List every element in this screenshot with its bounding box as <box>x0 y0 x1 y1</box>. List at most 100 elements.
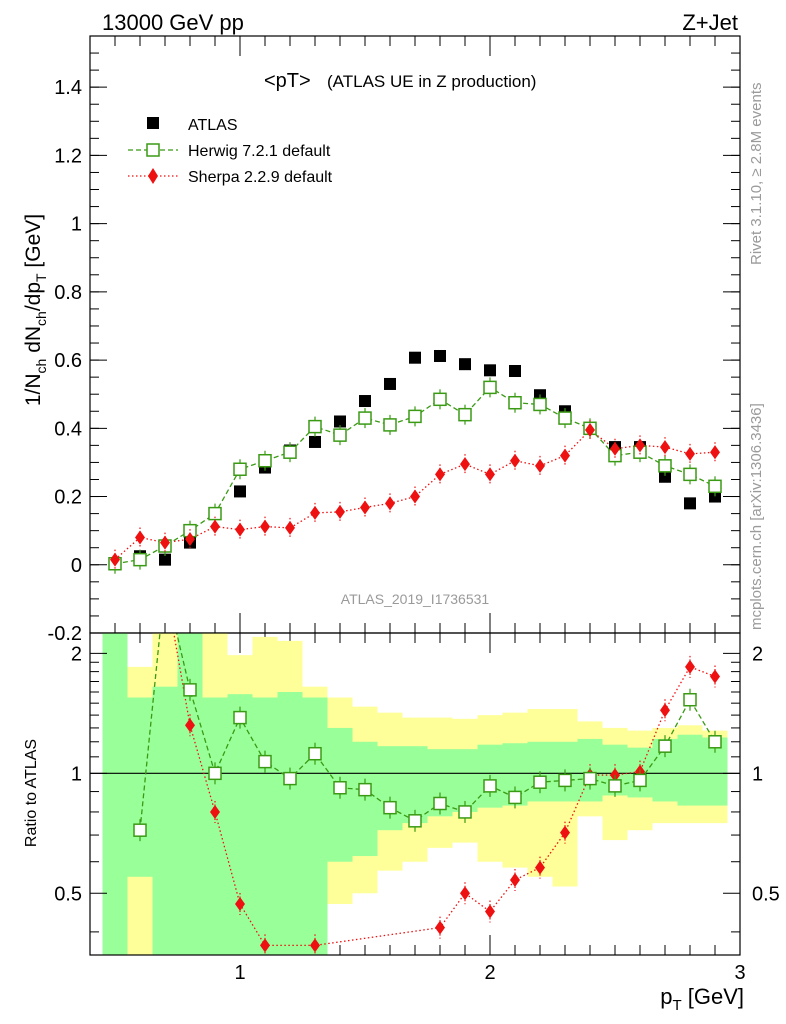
sherpa-ratio-point <box>435 920 445 935</box>
herwig-point <box>333 428 347 442</box>
top-ylabel: 1/Nch dNch/dpT [GeV] <box>22 214 49 406</box>
herwig-ratio-point <box>358 782 372 797</box>
herwig-ratio-point <box>558 773 572 788</box>
herwig-point <box>658 459 672 473</box>
herwig-ratio-point <box>658 739 672 753</box>
rivet-label: Rivet 3.1.10, ≥ 2.8M events <box>748 83 765 266</box>
sherpa-ratio-point <box>560 825 570 840</box>
sherpa-point <box>160 535 170 550</box>
xlabel: pT [GeV] <box>660 984 744 1014</box>
herwig-ratio-point <box>208 766 222 781</box>
herwig-ratio-point <box>408 814 422 828</box>
header-right: Z+Jet <box>682 10 738 35</box>
atlas-point <box>334 415 346 428</box>
herwig-point <box>133 552 147 567</box>
sherpa-point <box>585 423 595 438</box>
sherpa-point <box>235 522 245 537</box>
legend-marker-sherpa <box>148 168 158 184</box>
sherpa-point <box>385 496 395 511</box>
xtick-label: 1 <box>234 962 245 984</box>
sherpa-ratio-point <box>260 938 270 953</box>
herwig-point <box>308 419 322 434</box>
ratio-band-inner <box>677 734 703 806</box>
sherpa-point <box>510 453 520 468</box>
ratio-band-inner <box>302 697 328 955</box>
legend-marker-herwig <box>146 143 160 157</box>
atlas-point <box>684 497 696 510</box>
sherpa-point <box>135 530 145 545</box>
sherpa-ratio-point <box>310 938 320 953</box>
herwig-ratio-point <box>258 754 272 769</box>
sherpa-point <box>435 467 445 482</box>
sherpa-point <box>360 500 370 515</box>
herwig-ratio-point <box>483 779 497 793</box>
sherpa-ratio-point <box>185 718 195 733</box>
herwig-ratio-point <box>283 771 297 786</box>
legend-label-atlas: ATLAS <box>188 117 238 134</box>
herwig-point <box>283 445 297 459</box>
top-title-main: <pT> <box>264 70 311 92</box>
herwig-ratio-point <box>233 710 247 725</box>
herwig-ratio-point <box>383 800 397 815</box>
herwig-point <box>458 407 472 422</box>
top-ytick-label: 0 <box>71 555 82 577</box>
ratio-band-inner <box>252 697 278 955</box>
sherpa-point <box>310 505 320 520</box>
herwig-point <box>433 392 447 407</box>
bottom-plot-area <box>90 506 740 955</box>
ratio-band-inner <box>152 686 178 955</box>
bottom-ytick-label-right: 2 <box>752 643 763 665</box>
sherpa-ratio-point <box>235 896 245 911</box>
legend-label-sherpa: Sherpa 2.2.9 default <box>188 169 333 186</box>
herwig-ratio-point <box>433 796 447 811</box>
sherpa-ratio-point <box>660 703 670 718</box>
sherpa-point <box>335 504 345 519</box>
sherpa-point <box>635 438 645 453</box>
herwig-point <box>358 411 372 425</box>
atlas-point <box>384 377 396 390</box>
atlas-point <box>509 365 521 378</box>
herwig-point <box>258 453 272 468</box>
top-ytick-label: 1.2 <box>54 145 82 167</box>
atlas-point <box>234 485 246 498</box>
sherpa-ratio-point <box>710 669 720 684</box>
sherpa-ratio-point <box>160 576 170 590</box>
sherpa-point <box>535 458 545 473</box>
bottom-ytick-label: 2 <box>71 643 82 665</box>
atlas-point <box>434 349 446 362</box>
top-ytick-label: 0.8 <box>54 282 82 304</box>
herwig-point <box>483 380 497 395</box>
sherpa-point <box>560 448 570 463</box>
sherpa-point <box>410 489 420 504</box>
sherpa-point <box>285 520 295 535</box>
herwig-ratio-point <box>458 805 472 819</box>
herwig-ratio-point <box>183 683 197 697</box>
atlas-point <box>409 351 421 364</box>
atlas-point <box>159 553 171 566</box>
sherpa-ratio-point <box>460 886 470 901</box>
bottom-axis-ticks: 0.5 0.5 1 1 2 2 1 2 3 <box>54 643 780 984</box>
herwig-ratio-point <box>608 779 622 793</box>
sherpa-ratio-point <box>485 904 495 919</box>
watermark: ATLAS_2019_I1736531 <box>341 591 490 607</box>
sherpa-ratio-point <box>210 804 220 819</box>
xtick-label: 3 <box>734 962 745 984</box>
sherpa-point <box>260 519 270 534</box>
bottom-plot-frame <box>89 632 741 956</box>
atlas-point <box>659 470 671 483</box>
mcplots-label: mcplots.cern.ch [arXiv:1306.3436] <box>748 403 765 630</box>
atlas-point <box>309 435 321 448</box>
herwig-ratio-point <box>333 781 347 795</box>
herwig-ratio-point <box>308 746 322 761</box>
herwig-point <box>533 397 547 412</box>
atlas-point <box>359 395 371 408</box>
herwig-point <box>558 411 572 425</box>
herwig-ratio-point <box>159 577 171 589</box>
top-ytick-label: 0.6 <box>54 350 82 372</box>
svg-text:1/Nch dNch/dpT [GeV]: 1/Nch dNch/dpT [GeV] <box>22 214 49 406</box>
sherpa-ratio-point <box>135 506 145 520</box>
herwig-ratio-point <box>633 773 647 788</box>
herwig-ratio-point <box>583 771 597 786</box>
legend-label-herwig: Herwig 7.2.1 default <box>188 143 331 160</box>
